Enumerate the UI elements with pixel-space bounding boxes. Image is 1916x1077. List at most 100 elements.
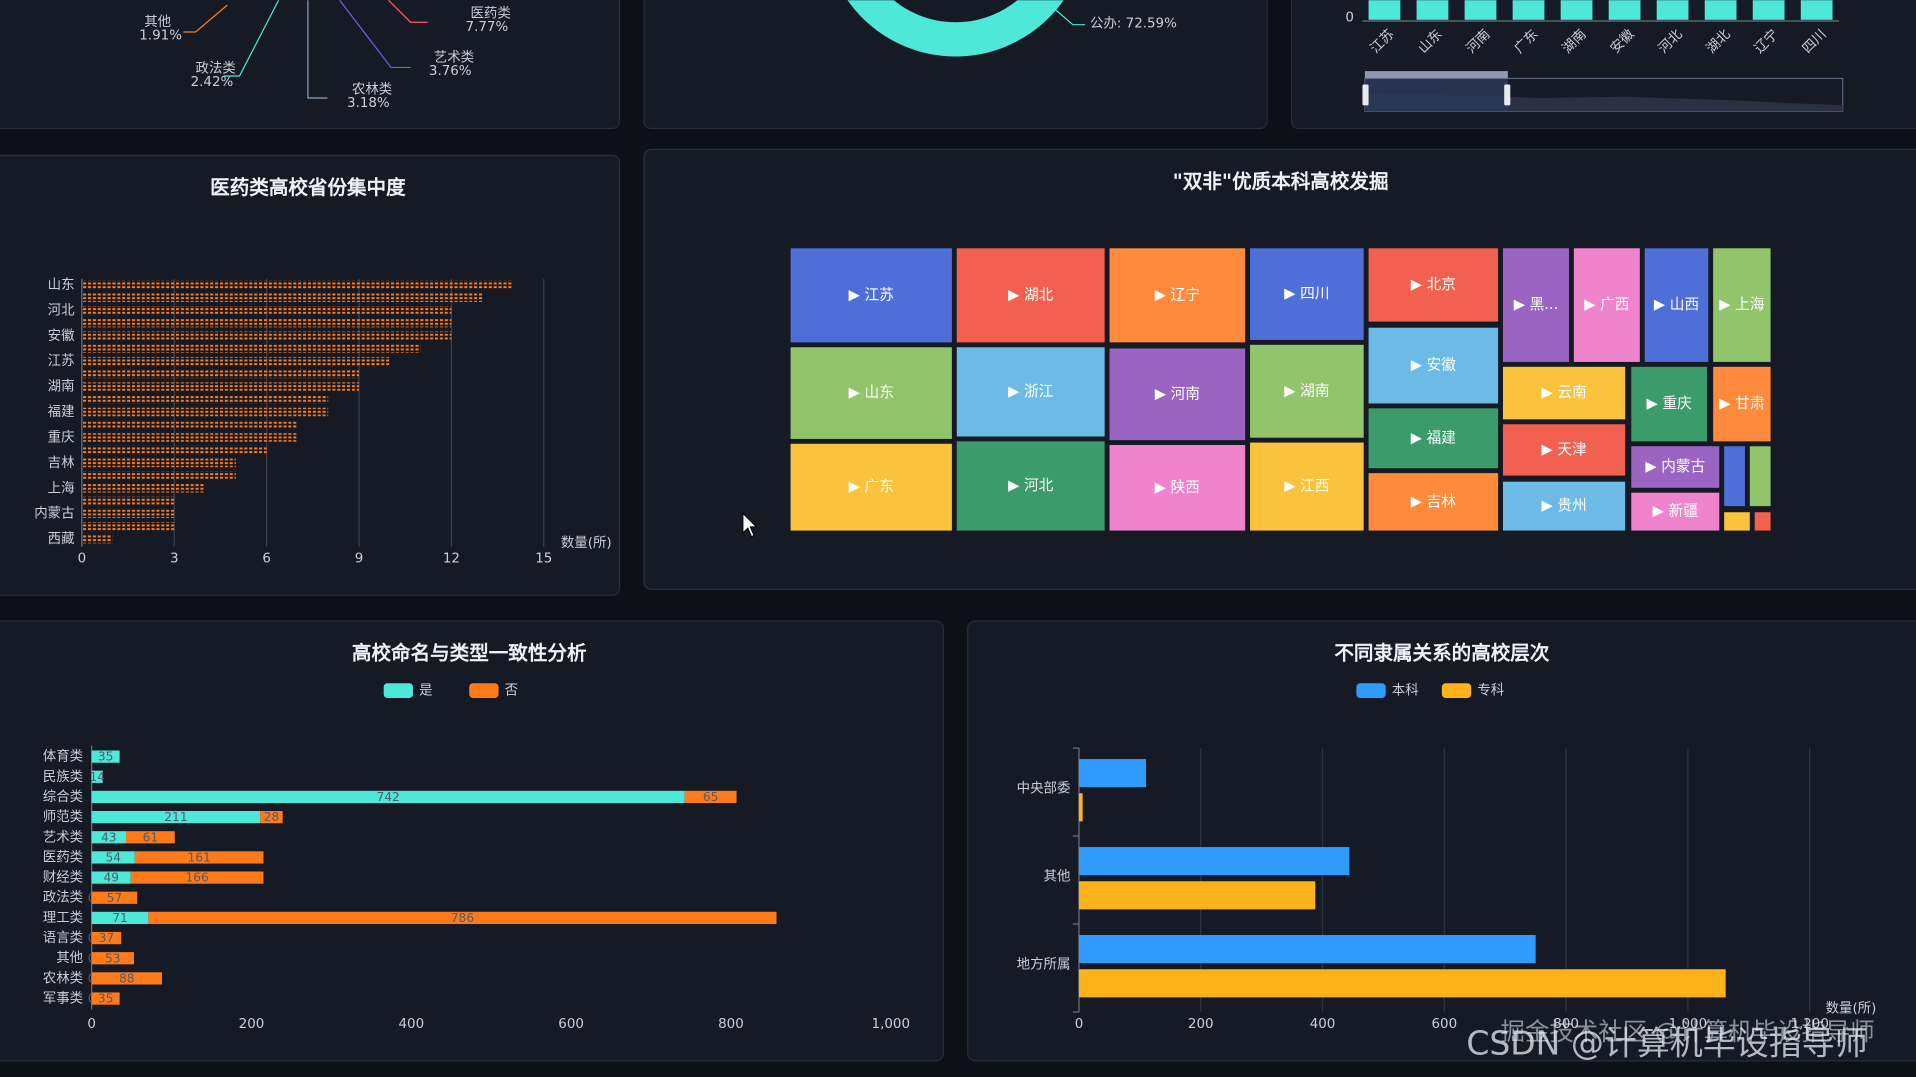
y-tick-label: 理工类: [43, 910, 83, 926]
y-tick-label: 中央部委: [1017, 780, 1071, 796]
pictorial-bar: [81, 433, 298, 442]
data-label: 742: [376, 790, 399, 804]
treemap-label: ▶ 北京: [1411, 276, 1456, 293]
x-tick-label: 600: [558, 1017, 584, 1032]
treemap-label: ▶ 甘肃: [1719, 395, 1764, 412]
pictorial-bar: [81, 344, 421, 353]
slice-name: 医药类: [470, 6, 510, 22]
treemap-cell: [1109, 248, 1246, 343]
pictorial-bar: [81, 484, 206, 493]
x-tick-label: 0: [1075, 1017, 1084, 1032]
bar-clipped: [1464, 0, 1497, 20]
treemap-cell: [1631, 366, 1708, 442]
treemap-cell: [956, 441, 1105, 531]
pictorial-bar: [81, 369, 360, 379]
bar-clipped: [1512, 0, 1545, 20]
legend-label: 专科: [1477, 683, 1504, 699]
y-tick-label: 重庆: [48, 429, 75, 445]
treemap-cell: [956, 248, 1105, 343]
slider-handle[interactable]: [1362, 84, 1369, 106]
y-tick-label: 师范类: [43, 809, 83, 825]
treemap-cell: [1713, 248, 1771, 362]
bar-segment: [91, 911, 149, 925]
bar-clipped: [1368, 0, 1401, 20]
y-tick-label: 其他: [1044, 868, 1071, 884]
treemap-label: ▶ 福建: [1411, 429, 1457, 446]
x-tick-label: 600: [1432, 1017, 1458, 1032]
treemap-label: ▶ 重庆: [1647, 395, 1693, 412]
treemap-cell: [1502, 424, 1626, 476]
treemap-cell: [1368, 408, 1499, 469]
pictorial-bar: [81, 280, 513, 290]
pictorial-bar: [81, 471, 236, 480]
treemap-label: ▶ 湖北: [1008, 286, 1054, 303]
y-tick-label: 体育类: [43, 749, 83, 765]
treemap-cell: [1368, 327, 1499, 404]
data-label: 57: [107, 891, 123, 905]
y-tick-label: 江苏: [48, 353, 75, 369]
x-tick-label: 12: [443, 552, 460, 567]
treemap-cell: [1573, 248, 1640, 362]
data-label: 65: [703, 790, 719, 804]
bar-clipped: [1752, 0, 1785, 20]
bar-clipped: [1608, 0, 1641, 20]
y-tick-label: 其他: [56, 950, 83, 966]
chart-title: "双非"优质本科高校发掘: [1173, 170, 1389, 193]
treemap-label: ▶ 湖南: [1284, 382, 1329, 399]
y-tick-label: 吉林: [48, 455, 75, 471]
watermark: 掘金技术社区 @计算机毕设指导师: [1501, 1017, 1875, 1046]
slice-name: 政法类: [196, 61, 236, 77]
legend-label: 否: [505, 684, 518, 699]
y-tick-label: 内蒙古: [34, 506, 74, 522]
legend-swatch: [1441, 683, 1472, 698]
x-tick-label: 6: [262, 552, 271, 567]
leader-line: [307, 0, 328, 99]
bar-segment: [130, 871, 264, 884]
slice-name: 农林类: [352, 81, 392, 97]
treemap-label: ▶ 山东: [849, 384, 894, 401]
bar-segment: [91, 750, 120, 763]
y-tick-label: 地方所属: [1017, 956, 1071, 972]
y-tick-label: 语言类: [43, 930, 83, 946]
leader-line: [183, 4, 228, 33]
treemap-cell: [1724, 446, 1745, 507]
treemap-cell: [1368, 248, 1499, 322]
treemap-cell: [1250, 442, 1364, 531]
treemap-label: ▶ 广东: [849, 478, 894, 495]
pictorial-bar: [81, 407, 329, 417]
pictorial-bar: [81, 382, 360, 391]
pictorial-bar: [81, 534, 113, 544]
treemap-label: ▶ 浙江: [1008, 383, 1054, 400]
y-tick-label: 农林类: [43, 970, 83, 986]
data-label: 53: [105, 951, 121, 965]
data-zoom-slider[interactable]: [1362, 71, 1844, 113]
chart-title: 高校命名与类型一致性分析: [352, 641, 587, 664]
data-label: 71: [112, 911, 128, 925]
bar-segment: [260, 810, 283, 824]
treemap-cell: [1631, 446, 1720, 488]
treemap-label: ▶ 河北: [1008, 477, 1054, 494]
data-label: 35: [98, 992, 114, 1006]
x-axis-label: 数量(所): [1826, 1000, 1877, 1016]
treemap-cell: [1749, 446, 1771, 507]
treemap-label: ▶ 辽宁: [1155, 286, 1200, 303]
bar-segment: [91, 831, 127, 844]
panel: [643, 0, 1268, 130]
bar-segment: [91, 810, 261, 824]
treemap-label: ▶ 四川: [1284, 285, 1329, 302]
y-tick-label: 艺术类: [43, 829, 83, 845]
treemap-label: ▶ 江西: [1284, 478, 1329, 495]
data-label: 54: [105, 851, 121, 865]
treemap-label: ▶ 山西: [1654, 296, 1699, 313]
data-label: 49: [103, 871, 119, 885]
chart-title: 医药类高校省份集中度: [210, 176, 406, 199]
bar: [1078, 847, 1350, 876]
slider-handle[interactable]: [1504, 84, 1511, 106]
watermark: CSDN @计算机毕设指导师: [1466, 1023, 1867, 1062]
data-label: 61: [143, 830, 159, 844]
data-label: 211: [164, 810, 187, 824]
treemap-label: ▶ 内蒙古: [1645, 458, 1705, 475]
treemap-label: ▶ 陕西: [1155, 479, 1200, 496]
bar-segment: [91, 972, 162, 985]
bar-segment: [91, 851, 135, 864]
